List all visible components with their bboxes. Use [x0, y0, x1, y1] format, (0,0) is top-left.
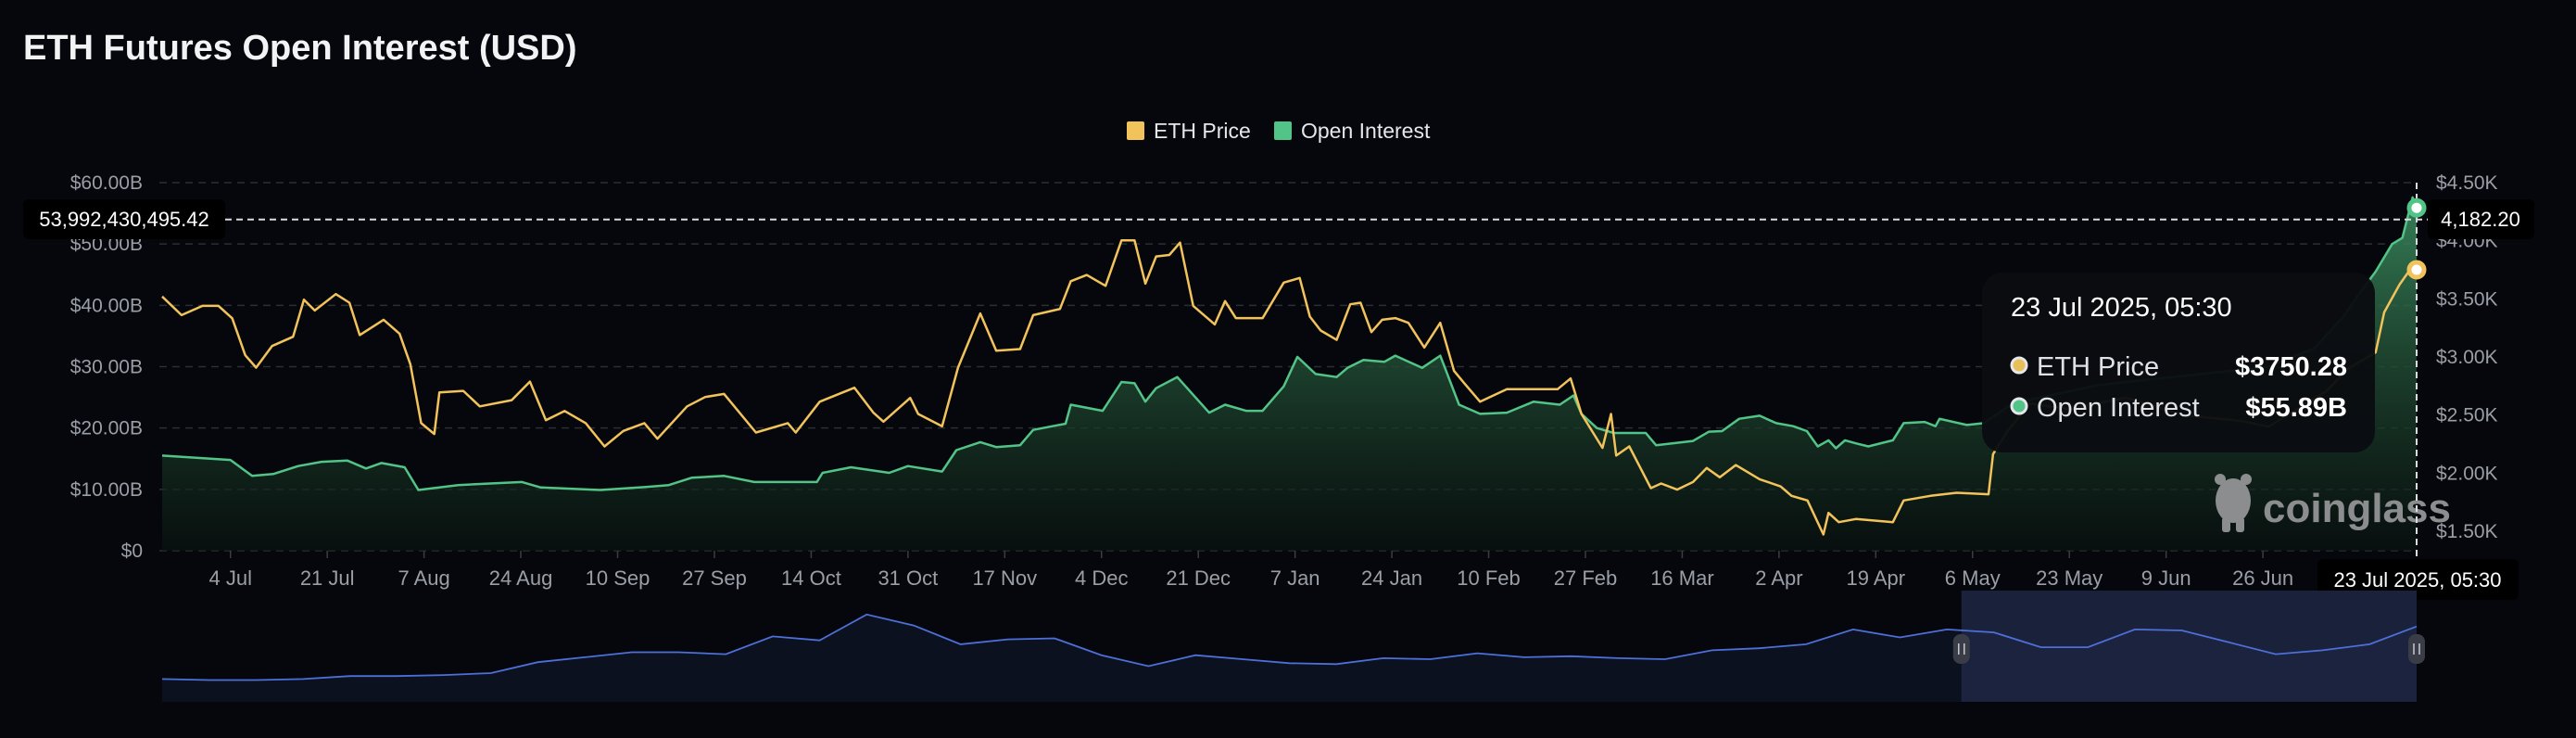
left-axis: $0$10.00B$20.00B$30.00B$40.00B$50.00B$60… — [70, 172, 143, 562]
crosshair-right-label: 4,182.20 — [2428, 199, 2534, 239]
crosshair-date-box — [2317, 559, 2519, 600]
drag-handle-icon — [1952, 634, 1970, 664]
legend-label-open-interest: Open Interest — [1301, 119, 1431, 143]
tooltip: 23 Jul 2025, 05:30 ETH Price $3750.28 Op… — [1982, 273, 2375, 452]
tooltip-label-eth-price: ETH Price — [2037, 352, 2159, 382]
crosshair-right-value: 4,182.20 — [2441, 208, 2520, 231]
legend: ETH Price Open Interest — [1127, 119, 1431, 143]
eth-price-hover-point — [2406, 260, 2427, 280]
crosshair-left-label: 53,992,430,495.42 — [23, 199, 225, 239]
left-axis-tick-label: $60.00B — [70, 172, 143, 194]
x-axis-tick-label: 21 Dec — [1166, 566, 1231, 590]
tooltip-value-eth-price: $3750.28 — [2235, 352, 2347, 382]
x-axis-tick-label: 7 Aug — [398, 566, 449, 590]
right-axis-tick-label: $1.50K — [2436, 521, 2498, 542]
navigator-handle-left[interactable] — [1952, 634, 1970, 664]
x-axis-tick-label: 7 Jan — [1270, 566, 1320, 590]
watermark: coinglass — [2215, 474, 2451, 532]
crosshair-left-value: 53,992,430,495.42 — [39, 208, 209, 231]
open-interest-hover-point — [2406, 197, 2427, 218]
right-axis: $1.50K$2.00K$2.50K$3.00K$3.50K$4.00K$4.5… — [2436, 172, 2498, 542]
right-axis-tick-label: $2.00K — [2436, 463, 2498, 484]
x-axis: 4 Jul 21 Jul 7 Aug 24 Aug 10 Sep 27 Sep 14 Oct… — [208, 551, 2293, 590]
x-axis-tick-label: 23 May — [2036, 566, 2102, 590]
right-axis-tick-label: $3.50K — [2436, 288, 2498, 310]
right-axis-tick-label: $3.00K — [2436, 347, 2498, 368]
crosshair-left-box — [23, 199, 225, 239]
watermark-text: coinglass — [2263, 486, 2451, 531]
x-axis-tick-label: 26 Jun — [2232, 566, 2293, 590]
page-title: ETH Futures Open Interest (USD) — [23, 29, 577, 68]
x-axis-tick-label: 10 Sep — [586, 566, 650, 590]
left-axis-tick-label: $40.00B — [70, 295, 143, 316]
left-axis-tick-label: $0 — [121, 541, 143, 562]
legend-item-open-interest[interactable]: Open Interest — [1274, 119, 1431, 143]
coinglass-logo-icon — [2215, 474, 2252, 532]
x-axis-tick-label: 6 May — [1945, 566, 2001, 590]
x-axis-tick-label: 4 Dec — [1075, 566, 1128, 590]
x-axis-tick-label: 17 Nov — [972, 566, 1037, 590]
x-axis-tick-label: 19 Apr — [1847, 566, 1906, 590]
legend-swatch-open-interest — [1274, 121, 1292, 140]
x-axis-tick-label: 14 Oct — [781, 566, 841, 590]
navigator-line — [161, 613, 2418, 681]
tooltip-dot-eth-price — [2010, 356, 2028, 375]
navigator[interactable] — [161, 591, 2425, 702]
right-axis-tick-label: $2.50K — [2436, 405, 2498, 426]
drag-handle-icon — [2408, 634, 2425, 664]
left-axis-tick-label: $30.00B — [70, 357, 143, 378]
open-interest-area — [162, 197, 2417, 551]
tooltip-dot-open-interest — [2010, 397, 2028, 415]
crosshair-right-box — [2428, 199, 2534, 239]
x-axis-tick-label: 24 Jan — [1361, 566, 1422, 590]
crosshair-date: 23 Jul 2025, 05:30 — [2333, 568, 2501, 592]
navigator-handle-right[interactable] — [2408, 634, 2425, 664]
x-axis-tick-label: 10 Feb — [1457, 566, 1521, 590]
left-axis-tick-label: $20.00B — [70, 418, 143, 439]
x-axis-tick-label: 24 Aug — [489, 566, 553, 590]
tooltip-value-open-interest: $55.89B — [2245, 393, 2347, 423]
x-axis-tick-label: 4 Jul — [208, 566, 251, 590]
tooltip-box — [1982, 273, 2375, 452]
crosshair-date-label: 23 Jul 2025, 05:30 — [2317, 559, 2519, 600]
tooltip-date: 23 Jul 2025, 05:30 — [2011, 293, 2232, 323]
x-axis-tick-label: 9 Jun — [2141, 566, 2191, 590]
x-axis-tick-label: 16 Mar — [1650, 566, 1713, 590]
navigator-area — [162, 614, 2417, 702]
left-axis-tick-label: $10.00B — [70, 479, 143, 501]
tooltip-label-open-interest: Open Interest — [2037, 393, 2200, 423]
legend-item-eth-price[interactable]: ETH Price — [1127, 119, 1251, 143]
x-axis-tick-label: 27 Feb — [1554, 566, 1618, 590]
legend-swatch-eth-price — [1127, 121, 1144, 140]
legend-label-eth-price: ETH Price — [1154, 119, 1251, 143]
open-interest-line[interactable] — [161, 196, 2418, 491]
x-axis-tick-label: 31 Oct — [878, 566, 938, 590]
x-axis-tick-label: 2 Apr — [1755, 566, 1802, 590]
x-axis-tick-label: 27 Sep — [682, 566, 747, 590]
right-axis-tick-label: $4.50K — [2436, 172, 2498, 194]
eth-price-line[interactable] — [161, 239, 2418, 536]
x-axis-tick-label: 21 Jul — [300, 566, 355, 590]
